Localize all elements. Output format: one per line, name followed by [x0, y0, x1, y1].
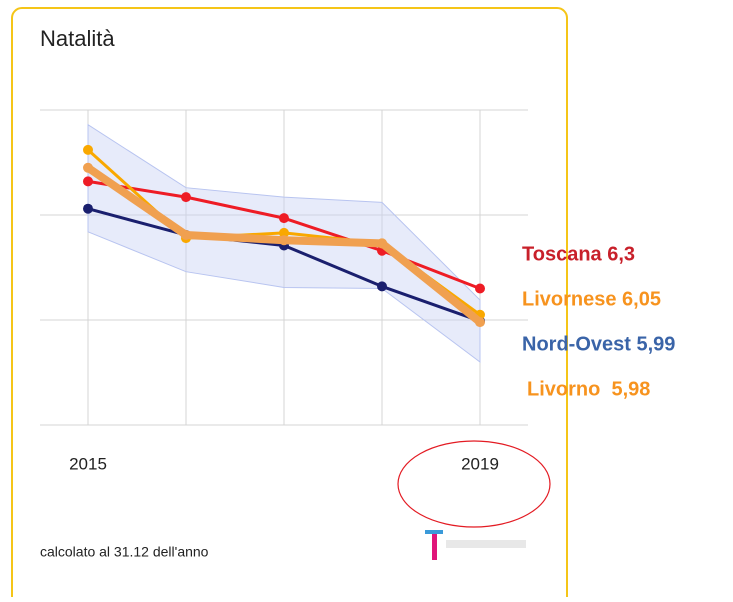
- point: [279, 213, 289, 224]
- point: [83, 162, 93, 173]
- logo: [425, 530, 526, 560]
- chart-title: Natalità: [40, 26, 115, 51]
- legend-label: Toscana 6,3: [522, 243, 635, 265]
- point: [181, 192, 191, 203]
- legend-label: Livorno 5,98: [527, 378, 650, 400]
- annotation-ellipse: [397, 440, 551, 528]
- point: [279, 235, 289, 246]
- x-tick-label: 2015: [69, 454, 107, 473]
- point: [475, 317, 485, 328]
- footnote: calcolato al 31.12 dell'anno: [40, 544, 209, 560]
- point: [181, 229, 191, 240]
- point: [83, 203, 93, 214]
- point: [475, 283, 485, 294]
- x-tick-label: 2019: [461, 454, 499, 473]
- point: [83, 144, 93, 155]
- legend-label: Nord-Ovest 5,99: [522, 333, 675, 355]
- legend-label: Livornese 6,05: [522, 288, 661, 310]
- point: [377, 238, 387, 249]
- point: [83, 176, 93, 187]
- card: [11, 7, 568, 602]
- point: [279, 227, 289, 238]
- point: [377, 281, 387, 292]
